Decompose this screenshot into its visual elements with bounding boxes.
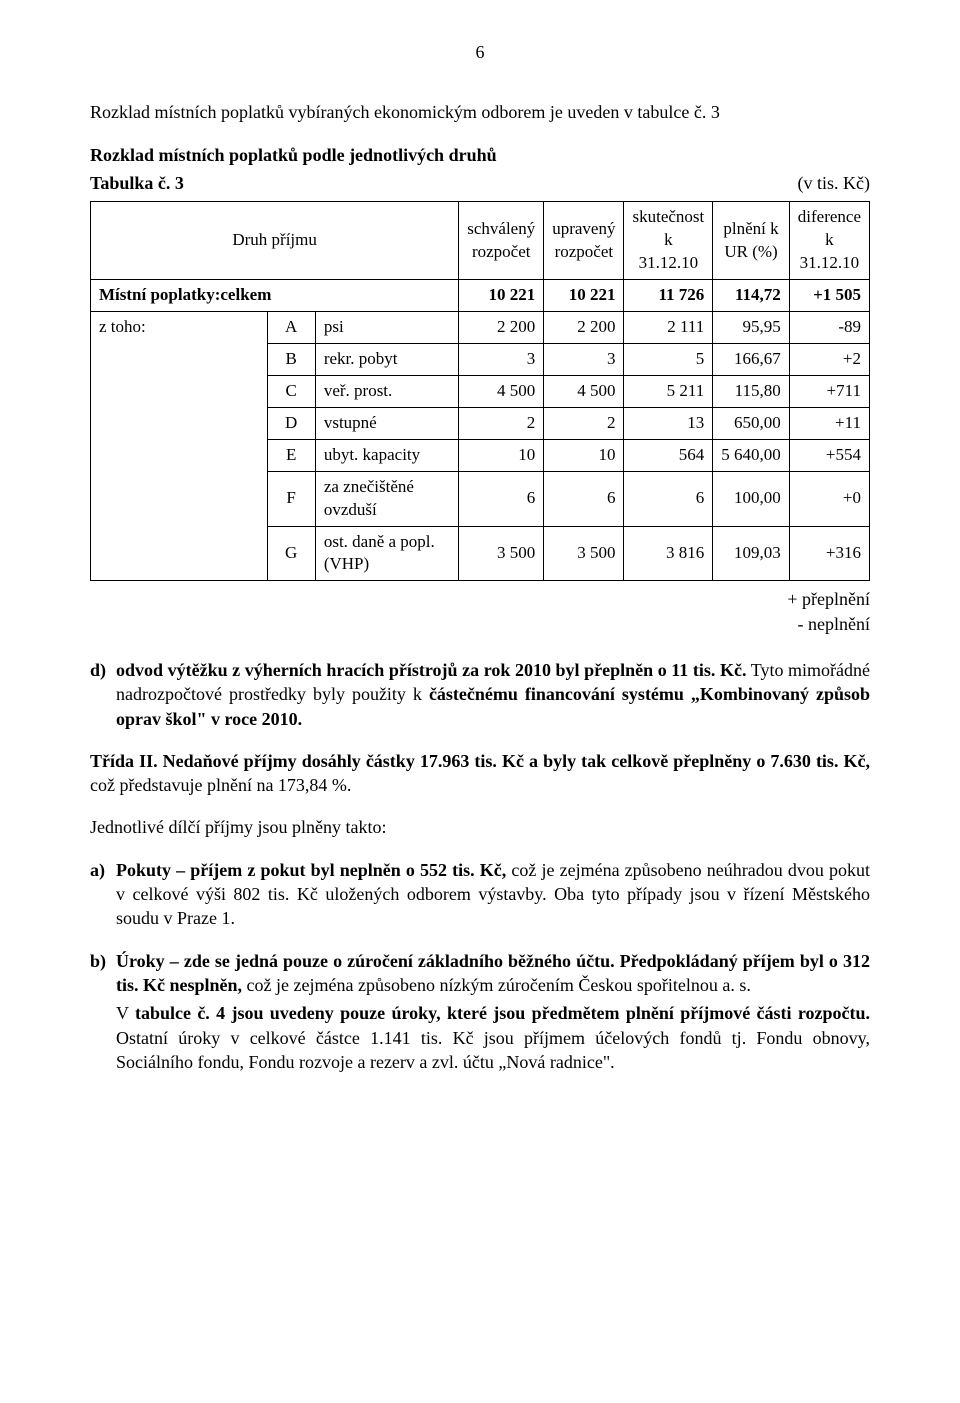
item-d: d) odvod výtěžku z výherních hracích pří… xyxy=(90,658,870,731)
row-letter: B xyxy=(267,343,315,375)
row-pln: 650,00 xyxy=(713,407,790,439)
row-name: za znečištěné ovzduší xyxy=(315,471,458,526)
row-name: veř. prost. xyxy=(315,375,458,407)
row-pln: 95,95 xyxy=(713,311,790,343)
table-section-title: Rozklad místních poplatků podle jednotli… xyxy=(90,143,870,167)
th-upraveny: upravený rozpočet xyxy=(544,202,624,280)
row-skut: 3 816 xyxy=(624,526,713,581)
row-pln: 166,67 xyxy=(713,343,790,375)
row-upr: 2 200 xyxy=(544,311,624,343)
row-name: psi xyxy=(315,311,458,343)
th-schvaleny: schválený rozpočet xyxy=(459,202,544,280)
item-a-marker: a) xyxy=(90,858,116,931)
item-d-body: odvod výtěžku z výherních hracích přístr… xyxy=(116,658,870,731)
row-schv: 4 500 xyxy=(459,375,544,407)
table-header-row: Druh příjmu schválený rozpočet upravený … xyxy=(91,202,870,280)
row-letter: F xyxy=(267,471,315,526)
ztoho-label: z toho: xyxy=(91,311,268,580)
row-skut: 2 111 xyxy=(624,311,713,343)
row-pln: 5 640,00 xyxy=(713,439,790,471)
trida2-rest: což představuje plnění na 173,84 %. xyxy=(90,775,351,795)
row-dif: +2 xyxy=(789,343,869,375)
row-letter: A xyxy=(267,311,315,343)
row-dif: +0 xyxy=(789,471,869,526)
row-skut: 564 xyxy=(624,439,713,471)
th-skutecnost: skutečnost k 31.12.10 xyxy=(624,202,713,280)
item-a: a) Pokuty – příjem z pokut byl neplněn o… xyxy=(90,858,870,931)
th-plneni: plnění k UR (%) xyxy=(713,202,790,280)
legend-plus: + přeplnění xyxy=(787,589,870,609)
row-upr: 2 xyxy=(544,407,624,439)
row-dif: +316 xyxy=(789,526,869,581)
row-name: ost. daně a popl. (VHP) xyxy=(315,526,458,581)
item-b-body2: V tabulce č. 4 jsou uvedeny pouze úroky,… xyxy=(116,1001,870,1074)
th-diference: diference k 31.12.10 xyxy=(789,202,869,280)
total-upr: 10 221 xyxy=(544,280,624,312)
row-dif: +554 xyxy=(789,439,869,471)
table-total-row: Místní poplatky:celkem 10 221 10 221 11 … xyxy=(91,280,870,312)
row-dif: +11 xyxy=(789,407,869,439)
row-upr: 3 500 xyxy=(544,526,624,581)
item-a-bold: Pokuty – příjem z pokut byl neplněn o 55… xyxy=(116,860,506,880)
table-legend: + přeplnění - neplnění xyxy=(90,587,870,636)
row-pln: 115,80 xyxy=(713,375,790,407)
row-letter: D xyxy=(267,407,315,439)
row-skut: 5 211 xyxy=(624,375,713,407)
row-name: ubyt. kapacity xyxy=(315,439,458,471)
item-b: b) Úroky – zde se jedná pouze o zúročení… xyxy=(90,949,870,998)
row-schv: 3 500 xyxy=(459,526,544,581)
total-label: Místní poplatky:celkem xyxy=(91,280,459,312)
item-b-body1: Úroky – zde se jedná pouze o zúročení zá… xyxy=(116,949,870,998)
subintro-para: Jednotlivé dílčí příjmy jsou plněny takt… xyxy=(90,815,870,839)
total-dif: +1 505 xyxy=(789,280,869,312)
row-upr: 3 xyxy=(544,343,624,375)
row-letter: C xyxy=(267,375,315,407)
row-skut: 13 xyxy=(624,407,713,439)
row-dif: +711 xyxy=(789,375,869,407)
row-upr: 6 xyxy=(544,471,624,526)
total-schv: 10 221 xyxy=(459,280,544,312)
row-dif: -89 xyxy=(789,311,869,343)
legend-minus: - neplnění xyxy=(798,614,870,634)
item-d-bold-lead: odvod výtěžku z výherních hracích přístr… xyxy=(116,660,746,680)
row-letter: G xyxy=(267,526,315,581)
page-number: 6 xyxy=(90,40,870,64)
item-a-body: Pokuty – příjem z pokut byl neplněn o 55… xyxy=(116,858,870,931)
table-caption-left: Tabulka č. 3 xyxy=(90,171,184,195)
item-b-marker: b) xyxy=(90,949,116,998)
item-b-p2-plain2: Ostatní úroky v celkové částce 1.141 tis… xyxy=(116,1028,870,1072)
table-caption-right: (v tis. Kč) xyxy=(798,171,870,195)
row-skut: 5 xyxy=(624,343,713,375)
document-page: 6 Rozklad místních poplatků vybíraných e… xyxy=(0,0,960,1403)
row-schv: 3 xyxy=(459,343,544,375)
table-caption-row: Tabulka č. 3 (v tis. Kč) xyxy=(90,171,870,195)
row-name: rekr. pobyt xyxy=(315,343,458,375)
row-skut: 6 xyxy=(624,471,713,526)
th-druh: Druh příjmu xyxy=(91,202,459,280)
item-b-p2-plain1: V xyxy=(116,1003,135,1023)
row-pln: 109,03 xyxy=(713,526,790,581)
row-schv: 10 xyxy=(459,439,544,471)
intro-paragraph: Rozklad místních poplatků vybíraných eko… xyxy=(90,100,870,124)
trida2-bold: Třída II. Nedaňové příjmy dosáhly částky… xyxy=(90,751,870,771)
item-d-marker: d) xyxy=(90,658,116,731)
trida2-para: Třída II. Nedaňové příjmy dosáhly částky… xyxy=(90,749,870,798)
item-b-p2-bold: tabulce č. 4 jsou uvedeny pouze úroky, k… xyxy=(135,1003,870,1023)
row-letter: E xyxy=(267,439,315,471)
row-pln: 100,00 xyxy=(713,471,790,526)
total-skut: 11 726 xyxy=(624,280,713,312)
row-schv: 2 200 xyxy=(459,311,544,343)
table-row: z toho: A psi 2 200 2 200 2 111 95,95 -8… xyxy=(91,311,870,343)
row-schv: 6 xyxy=(459,471,544,526)
item-b-rest1: což je zejména způsobeno nízkým zúročení… xyxy=(242,975,751,995)
row-name: vstupné xyxy=(315,407,458,439)
row-upr: 4 500 xyxy=(544,375,624,407)
row-upr: 10 xyxy=(544,439,624,471)
fees-table: Druh příjmu schválený rozpočet upravený … xyxy=(90,201,870,581)
row-schv: 2 xyxy=(459,407,544,439)
total-pln: 114,72 xyxy=(713,280,790,312)
